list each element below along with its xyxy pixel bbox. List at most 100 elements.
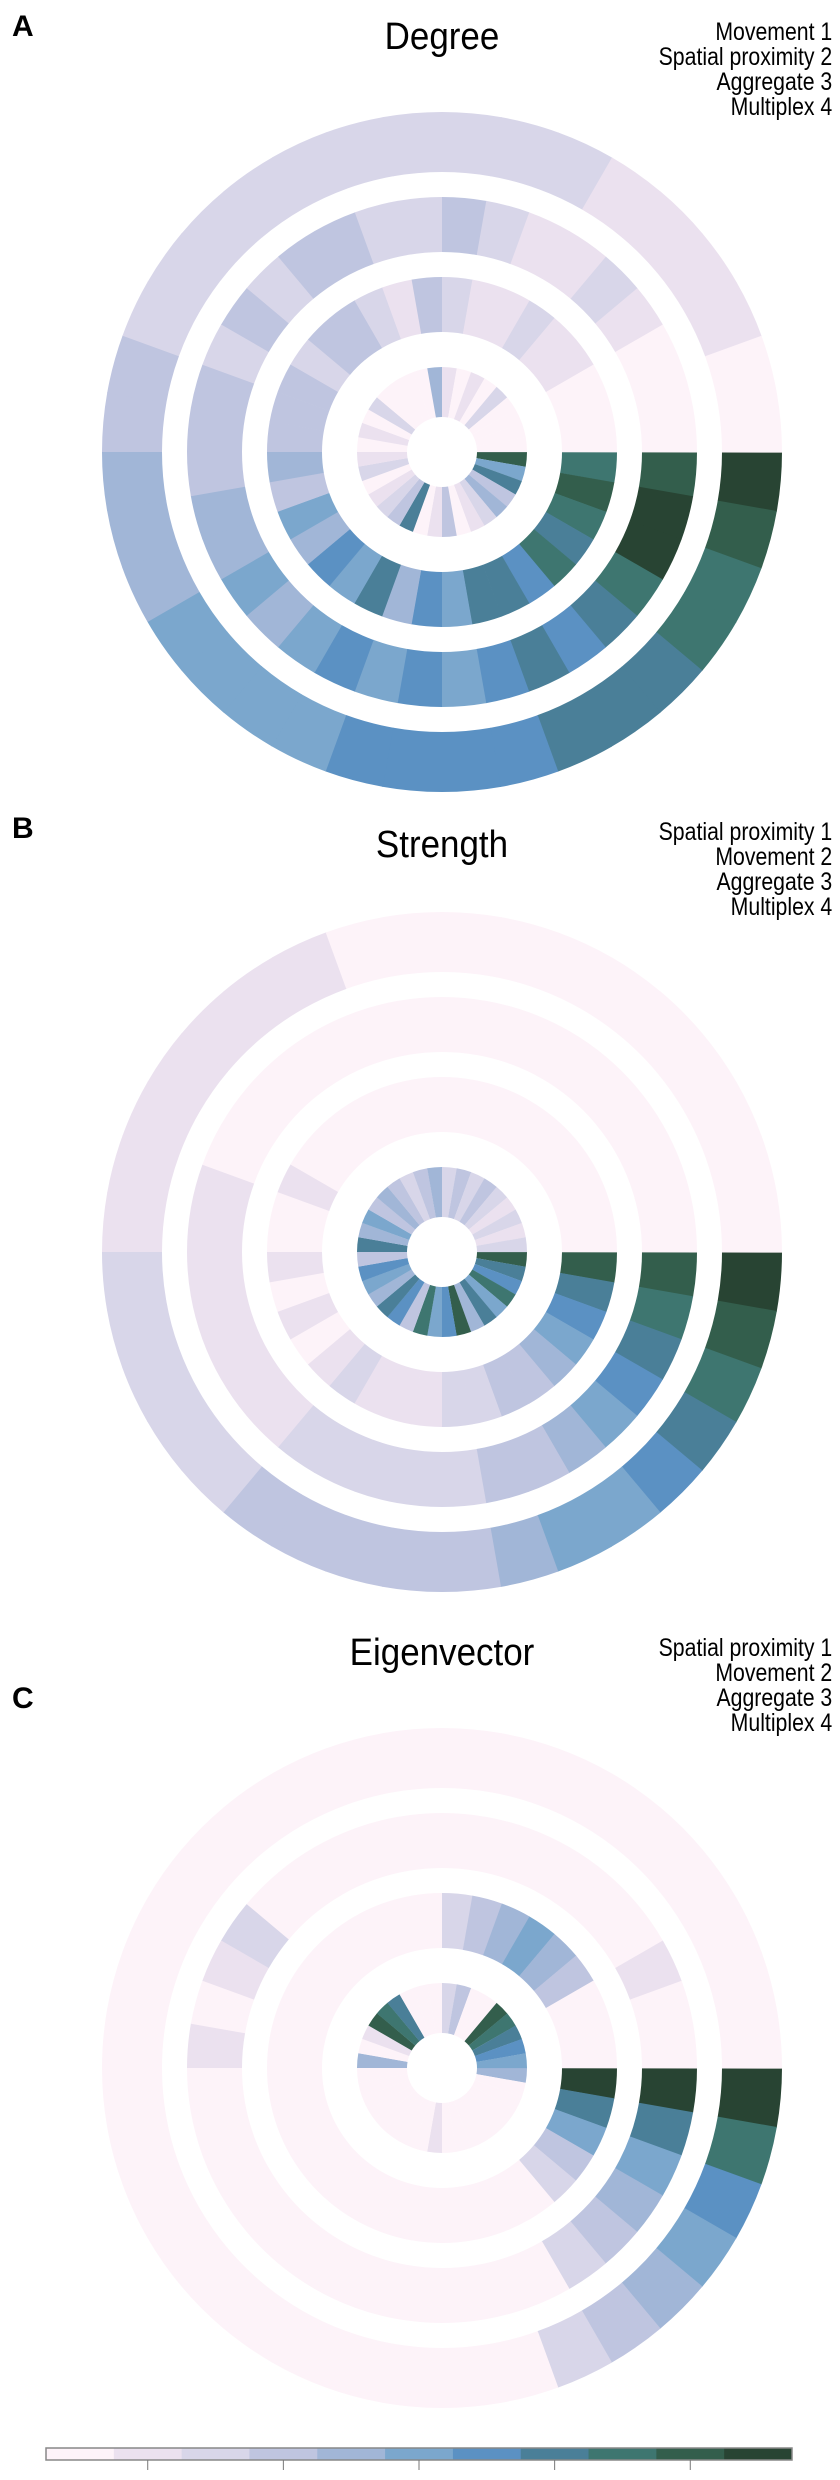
ring-4-sector xyxy=(181,2247,263,2329)
ring-2-sector xyxy=(519,1117,577,1176)
colorbar-swatch xyxy=(317,2448,386,2460)
ring-4-sector xyxy=(271,1494,347,1572)
ring-3-sector xyxy=(277,1404,342,1473)
ring-2-sector xyxy=(533,339,594,393)
ring-3-sector xyxy=(638,452,697,497)
colorbar-swatch xyxy=(452,2448,522,2460)
ring-2-sector xyxy=(277,2108,339,2156)
ring-1-sector xyxy=(464,1274,508,1318)
ring-3-sector xyxy=(594,2168,663,2233)
ring-3-sector xyxy=(220,1351,289,1416)
ring-3-sector xyxy=(202,1124,269,1184)
ring-2-sector xyxy=(462,1895,503,1956)
ring-2-sector xyxy=(277,1980,339,2027)
ring-3-sector xyxy=(190,486,255,540)
ring-2-sector xyxy=(266,2067,324,2099)
colorbar-swatch xyxy=(385,2448,454,2460)
ring-3-sector xyxy=(441,2264,487,2323)
ring-1-sector xyxy=(358,1258,410,1282)
ring-2-sector xyxy=(381,564,422,625)
ring-4-sector xyxy=(582,157,662,238)
ring-1-sector xyxy=(387,378,425,426)
ring-1-sector xyxy=(362,463,412,495)
ring-1-sector xyxy=(376,1274,420,1318)
ring-4-sector xyxy=(271,694,347,772)
ring-1-sector xyxy=(357,437,408,452)
ring-3-sector xyxy=(190,2102,255,2156)
ring-2-sector xyxy=(482,2171,530,2233)
ring-2-sector xyxy=(560,421,617,453)
ring-1-sector xyxy=(476,1237,527,1253)
ring-4-sector xyxy=(382,727,442,792)
ring-3-sector xyxy=(542,1031,607,1100)
ring-4-sector xyxy=(181,1431,263,1513)
ring-1-sector xyxy=(427,1983,443,2034)
ring-4-sector xyxy=(581,2282,661,2363)
ring-3-sector xyxy=(221,1087,290,1152)
ring-2-sector xyxy=(329,2159,382,2220)
ring-1-sector xyxy=(427,486,442,537)
ring-4-sector xyxy=(684,1898,762,1973)
ring-2-sector xyxy=(462,279,503,340)
ring-1-sector xyxy=(474,422,526,446)
ring-4-sector xyxy=(102,1192,167,1252)
legend-item: Multiplex 4 xyxy=(730,893,832,921)
legend-item: Aggregate 3 xyxy=(716,868,832,896)
ring-4-sector xyxy=(223,1773,303,1854)
ring-4-sector xyxy=(717,2008,782,2069)
ring-3-sector xyxy=(510,1012,570,1079)
ring-4-sector xyxy=(656,592,737,672)
ring-3-sector xyxy=(314,1012,374,1079)
ring-4-sector xyxy=(382,1728,443,1793)
ring-2-sector xyxy=(269,1272,330,1312)
ring-3-sector xyxy=(615,1124,682,1184)
ring-3-sector xyxy=(629,1164,694,1218)
ring-2-sector xyxy=(267,1251,324,1283)
ring-2-sector xyxy=(354,555,401,617)
ring-3-sector xyxy=(594,552,663,617)
ring-1-sector xyxy=(357,2067,408,2083)
ring-4-sector xyxy=(621,991,703,1073)
ring-1-sector xyxy=(376,386,420,430)
ring-1-sector xyxy=(474,2074,526,2098)
ring-1-sector xyxy=(376,474,420,518)
ring-1-sector xyxy=(427,1286,442,1337)
ring-2-sector xyxy=(354,1903,402,1965)
ring-3-sector xyxy=(442,197,487,256)
ring-1-sector xyxy=(472,2079,522,2111)
ring-1-sector xyxy=(399,482,431,532)
ring-1-sector xyxy=(468,397,516,435)
ring-1-sector xyxy=(459,1278,497,1326)
ring-1-sector xyxy=(459,1178,497,1226)
ring-2-sector xyxy=(501,2159,555,2220)
legend-item: Movement 2 xyxy=(715,1659,832,1687)
ring-2-sector xyxy=(354,2171,401,2233)
ring-2-sector xyxy=(441,2186,473,2243)
ring-1-sector xyxy=(368,1269,416,1307)
ring-3-sector xyxy=(541,605,606,674)
colorbar-swatch xyxy=(588,2448,657,2460)
ring-3-sector xyxy=(595,1088,664,1153)
ring-1-sector xyxy=(358,1222,410,1246)
ring-4-sector xyxy=(490,715,559,787)
ring-3-sector xyxy=(202,520,269,580)
ring-2-sector xyxy=(442,1077,473,1134)
ring-2-sector xyxy=(329,1916,383,1977)
colorbar-swatch xyxy=(520,2448,590,2460)
panel-title-strength: Strength xyxy=(375,824,509,866)
ring-3-sector xyxy=(187,2023,246,2068)
ring-3-sector xyxy=(570,580,638,648)
ring-4-sector xyxy=(272,1748,347,1826)
ring-2-sector xyxy=(560,2037,617,2069)
legend-item: Aggregate 3 xyxy=(716,1684,832,1712)
ring-2-sector xyxy=(381,2180,422,2241)
colorbar-swatch xyxy=(724,2448,793,2460)
ring-2-sector xyxy=(267,421,324,452)
ring-1-sector xyxy=(368,1197,416,1235)
ring-1-sector xyxy=(376,2002,420,2046)
ring-3-sector xyxy=(277,2220,342,2289)
ring-1-sector xyxy=(453,372,485,422)
ring-4-sector xyxy=(537,694,612,772)
ring-4-sector xyxy=(223,157,303,238)
ring-2-sector xyxy=(269,2007,330,2048)
